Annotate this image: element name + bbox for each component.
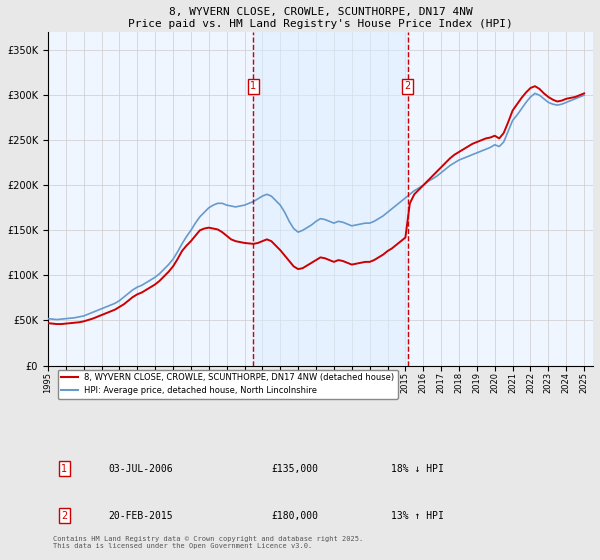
Text: £135,000: £135,000 [271,464,319,474]
Text: 1: 1 [61,464,67,474]
Text: 18% ↓ HPI: 18% ↓ HPI [391,464,444,474]
Text: 13% ↑ HPI: 13% ↑ HPI [391,511,444,521]
Text: 2: 2 [404,81,410,91]
Text: Contains HM Land Registry data © Crown copyright and database right 2025.
This d: Contains HM Land Registry data © Crown c… [53,536,364,549]
Title: 8, WYVERN CLOSE, CROWLE, SCUNTHORPE, DN17 4NW
Price paid vs. HM Land Registry's : 8, WYVERN CLOSE, CROWLE, SCUNTHORPE, DN1… [128,7,513,29]
Text: 20-FEB-2015: 20-FEB-2015 [108,511,173,521]
Text: £180,000: £180,000 [271,511,319,521]
Legend: 8, WYVERN CLOSE, CROWLE, SCUNTHORPE, DN17 4NW (detached house), HPI: Average pri: 8, WYVERN CLOSE, CROWLE, SCUNTHORPE, DN1… [58,370,398,399]
Text: 03-JUL-2006: 03-JUL-2006 [108,464,173,474]
Text: 1: 1 [250,81,257,91]
Text: 2: 2 [61,511,67,521]
Bar [253,32,407,366]
